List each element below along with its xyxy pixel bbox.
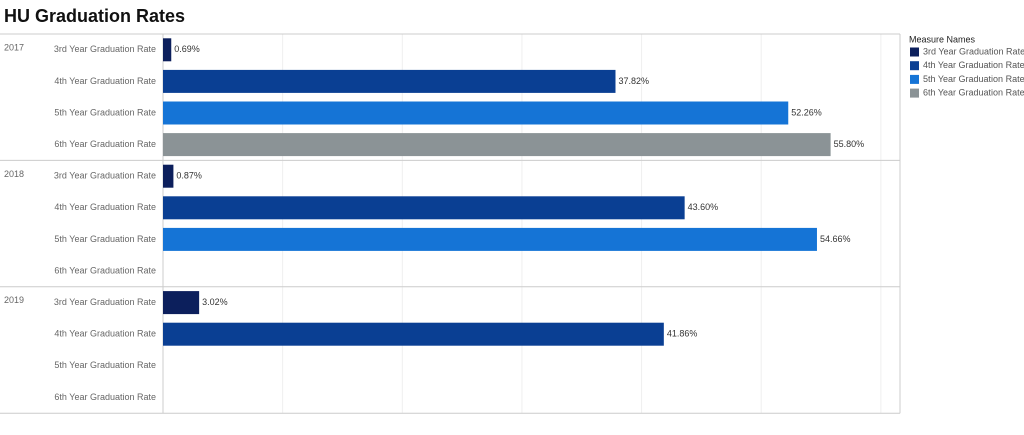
value-label: 0.69% [174, 44, 200, 54]
row-label: 3rd Year Graduation Rate [54, 171, 156, 181]
value-label: 0.87% [176, 171, 202, 181]
chart-title: HU Graduation Rates [4, 6, 185, 26]
value-label: 37.82% [618, 76, 649, 86]
bar [163, 164, 174, 188]
value-label: 43.60% [688, 202, 719, 212]
row-label: 3rd Year Graduation Rate [54, 44, 156, 54]
row-label: 3rd Year Graduation Rate [54, 297, 156, 307]
row-label: 4th Year Graduation Rate [54, 202, 156, 212]
legend-swatch [910, 88, 919, 98]
legend-label: 5th Year Graduation Rate [923, 74, 1024, 84]
legend-swatch [910, 47, 919, 57]
bar [163, 69, 616, 93]
row-label: 6th Year Graduation Rate [54, 392, 156, 402]
row-label: 6th Year Graduation Rate [54, 265, 156, 275]
bar [163, 291, 200, 315]
group-label: 2018 [4, 169, 24, 179]
value-label: 3.02% [202, 297, 228, 307]
legend-title: Measure Names [909, 34, 976, 44]
legend-label: 4th Year Graduation Rate [923, 60, 1024, 70]
legend-label: 3rd Year Graduation Rate [923, 46, 1024, 56]
value-label: 52.26% [791, 107, 822, 117]
bar [163, 196, 685, 220]
row-label: 5th Year Graduation Rate [54, 360, 156, 370]
bar [163, 101, 789, 125]
value-label: 55.80% [834, 139, 865, 149]
legend-swatch [910, 61, 919, 71]
bar [163, 227, 817, 251]
value-label: 54.66% [820, 234, 851, 244]
row-label: 4th Year Graduation Rate [54, 329, 156, 339]
row-label: 4th Year Graduation Rate [54, 76, 156, 86]
bar [163, 38, 172, 62]
legend-label: 6th Year Graduation Rate [923, 87, 1024, 97]
row-label: 6th Year Graduation Rate [54, 139, 156, 149]
row-label: 5th Year Graduation Rate [54, 234, 156, 244]
value-label: 41.86% [667, 329, 698, 339]
row-label: 5th Year Graduation Rate [54, 107, 156, 117]
group-label: 2017 [4, 42, 24, 52]
legend-swatch [910, 74, 919, 84]
bar [163, 322, 664, 346]
bar [163, 133, 831, 157]
group-label: 2019 [4, 295, 24, 305]
